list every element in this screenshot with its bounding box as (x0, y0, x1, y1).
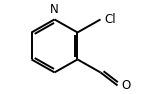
Text: Cl: Cl (105, 13, 116, 26)
Text: N: N (50, 3, 59, 16)
Text: O: O (122, 79, 131, 92)
